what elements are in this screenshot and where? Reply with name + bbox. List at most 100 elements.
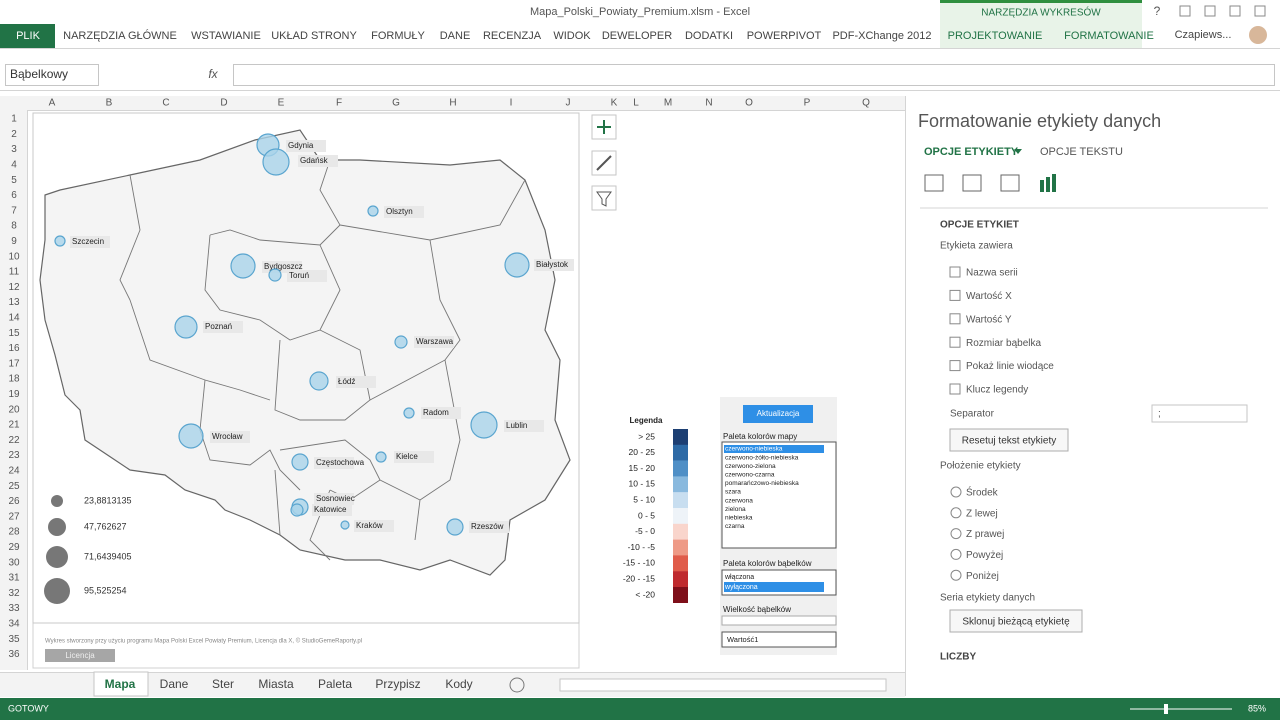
- ribbon-tab[interactable]: NARZĘDZIA GŁÓWNE: [63, 29, 177, 42]
- bubble-palette-item[interactable]: włączona: [724, 574, 754, 581]
- city-label[interactable]: Gdańsk: [300, 156, 329, 165]
- city-bubble[interactable]: [268, 268, 282, 282]
- city-label[interactable]: Katowice: [314, 505, 347, 514]
- city-bubble[interactable]: [290, 503, 304, 517]
- city-label[interactable]: Bydgoszcz: [264, 262, 303, 271]
- radio-button[interactable]: [950, 548, 962, 560]
- ribbon-tab[interactable]: WIDOK: [553, 30, 591, 42]
- clone-button[interactable]: Sklonuj bieżącą etykietę: [962, 617, 1070, 628]
- name-box[interactable]: [5, 64, 99, 86]
- map-palette-item[interactable]: czerwono-zielona: [725, 463, 776, 470]
- city-bubble[interactable]: [375, 451, 387, 463]
- ribbon-tab[interactable]: DODATKI: [685, 30, 733, 42]
- map-palette-item[interactable]: czerwono-żółto-niebieska: [725, 454, 799, 461]
- ribbon-tab[interactable]: PDF-XChange 2012: [832, 30, 931, 42]
- checkbox-label[interactable]: Rozmiar bąbelka: [966, 338, 1041, 349]
- reset-button[interactable]: Resetuj tekst etykiety: [962, 436, 1056, 447]
- update-button-bg[interactable]: [743, 405, 813, 423]
- city-label[interactable]: Lublin: [506, 421, 527, 430]
- ribbon-tab[interactable]: DEWELOPER: [602, 30, 672, 42]
- window-control[interactable]: [1204, 5, 1216, 17]
- city-label[interactable]: Olsztyn: [386, 207, 413, 216]
- city-label[interactable]: Kielce: [396, 452, 418, 461]
- radio-label[interactable]: Środek: [966, 486, 999, 499]
- checkbox-label[interactable]: Klucz legendy: [966, 385, 1028, 396]
- add-sheet[interactable]: [509, 677, 525, 693]
- help-button[interactable]: ?: [1154, 4, 1161, 18]
- city-label[interactable]: Kraków: [356, 521, 383, 530]
- window-control[interactable]: [1179, 5, 1191, 17]
- sheet-tab[interactable]: Przypisz: [375, 677, 420, 691]
- pane-icon[interactable]: [1000, 174, 1020, 192]
- formula-input[interactable]: [233, 64, 1275, 86]
- map-palette-item[interactable]: czarna: [725, 523, 745, 530]
- city-label[interactable]: Radom: [423, 408, 449, 417]
- radio-button[interactable]: [950, 528, 962, 540]
- ribbon-tab[interactable]: FORMUŁY: [371, 30, 425, 42]
- city-bubble[interactable]: [309, 371, 329, 391]
- radio-button[interactable]: [950, 569, 962, 581]
- map-palette-item[interactable]: szara: [725, 489, 741, 496]
- license-button[interactable]: Licencja: [65, 651, 95, 660]
- checkbox-label[interactable]: Wartość Y: [966, 314, 1012, 325]
- city-label[interactable]: Częstochowa: [316, 458, 365, 467]
- city-label[interactable]: Białystok: [536, 260, 569, 269]
- city-bubble[interactable]: [340, 520, 350, 530]
- ribbon-tab[interactable]: PLIK: [16, 30, 41, 42]
- sheet-tab[interactable]: Paleta: [318, 677, 352, 691]
- window-control[interactable]: [1254, 5, 1266, 17]
- city-bubble[interactable]: [291, 453, 309, 471]
- map-palette-item[interactable]: czerwona: [725, 497, 753, 504]
- checkbox-label[interactable]: Nazwa serii: [966, 268, 1018, 279]
- map-palette-item[interactable]: czerwono-czarna: [725, 472, 775, 479]
- radio-button[interactable]: [950, 507, 962, 519]
- bubble-size-scroll[interactable]: [721, 615, 837, 626]
- city-label[interactable]: Łódź: [338, 377, 355, 386]
- checkbox[interactable]: [949, 289, 961, 301]
- pane-tab[interactable]: OPCJE TEKSTU: [1040, 146, 1123, 158]
- h-scrollbar[interactable]: [559, 678, 887, 692]
- radio-label[interactable]: Poniżej: [966, 571, 999, 582]
- radio-label[interactable]: Z lewej: [966, 508, 998, 519]
- radio-label[interactable]: Powyżej: [966, 550, 1003, 561]
- sheet-tab[interactable]: Mapa: [105, 677, 136, 691]
- ribbon-tab[interactable]: FORMATOWANIE: [1064, 30, 1154, 42]
- city-label[interactable]: Sosnowiec: [316, 494, 355, 503]
- clone-button-bg[interactable]: [949, 609, 1083, 633]
- checkbox[interactable]: [949, 266, 961, 278]
- sheet-tab[interactable]: Miasta: [258, 677, 294, 691]
- reset-button-bg[interactable]: [949, 428, 1069, 452]
- pane-tab[interactable]: OPCJE ETYKIETY: [924, 146, 1019, 158]
- pane-icon[interactable]: [924, 174, 944, 192]
- city-label[interactable]: Gdynia: [288, 141, 314, 150]
- bubble-size-value[interactable]: Wartość1: [727, 635, 758, 644]
- window-control[interactable]: [1229, 5, 1241, 17]
- map-palette-item[interactable]: pomarańczowo-niebieska: [725, 480, 799, 487]
- ribbon-tab[interactable]: PROJEKTOWANIE: [948, 30, 1043, 42]
- ribbon-tab[interactable]: WSTAWIANIE: [191, 30, 261, 42]
- city-bubble[interactable]: [262, 148, 290, 176]
- map-palette-item[interactable]: niebieska: [725, 515, 753, 522]
- ribbon-tab[interactable]: RECENZJA: [483, 30, 542, 42]
- city-label[interactable]: Warszawa: [416, 337, 454, 346]
- separator-value[interactable]: ;: [1158, 409, 1161, 420]
- license-button-bg[interactable]: [45, 649, 115, 662]
- pane-section[interactable]: LICZBY: [940, 652, 976, 663]
- checkbox-label[interactable]: Wartość X: [966, 291, 1012, 302]
- checkbox-label[interactable]: Pokaż linie wiodące: [966, 361, 1054, 372]
- ribbon-tab[interactable]: DANE: [440, 30, 471, 42]
- city-bubble[interactable]: [230, 253, 256, 279]
- city-bubble[interactable]: [174, 315, 198, 339]
- checkbox[interactable]: [949, 336, 961, 348]
- city-bubble[interactable]: [403, 407, 415, 419]
- city-bubble[interactable]: [54, 235, 66, 247]
- city-label[interactable]: Szczecin: [72, 237, 104, 246]
- city-label[interactable]: Toruń: [289, 271, 309, 280]
- map-palette-item[interactable]: czerwono-niebieska: [725, 446, 783, 453]
- map-palette-item[interactable]: zielona: [725, 506, 746, 513]
- map-palette-list[interactable]: [721, 441, 837, 549]
- city-bubble[interactable]: [394, 335, 408, 349]
- radio-button[interactable]: [950, 486, 962, 498]
- city-bubble[interactable]: [178, 423, 204, 449]
- city-label[interactable]: Rzeszów: [471, 522, 504, 531]
